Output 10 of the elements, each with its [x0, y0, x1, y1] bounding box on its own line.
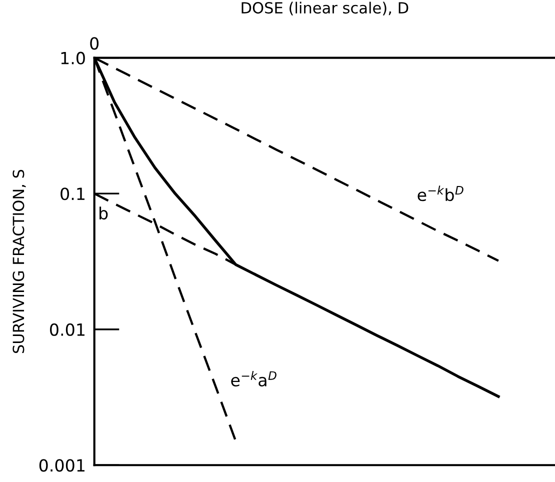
annotation: e$^{−k}$b$^{D}$ [418, 186, 464, 202]
y-tick-label: 0.001 [39, 459, 84, 472]
y-tick-label: 1.0 [61, 52, 85, 64]
y-tick-label: 0.01 [50, 323, 84, 336]
y-tick-label: 0.1 [60, 188, 84, 200]
y-axis-title: SURVIVING FRACTION, S [12, 170, 26, 353]
text: 0 [90, 37, 99, 50]
annotation: e$^{−k}$a$^{D}$ [231, 370, 276, 386]
annotation: b [100, 206, 108, 220]
x-axis-title: DOSE (linear scale), D [242, 2, 408, 16]
